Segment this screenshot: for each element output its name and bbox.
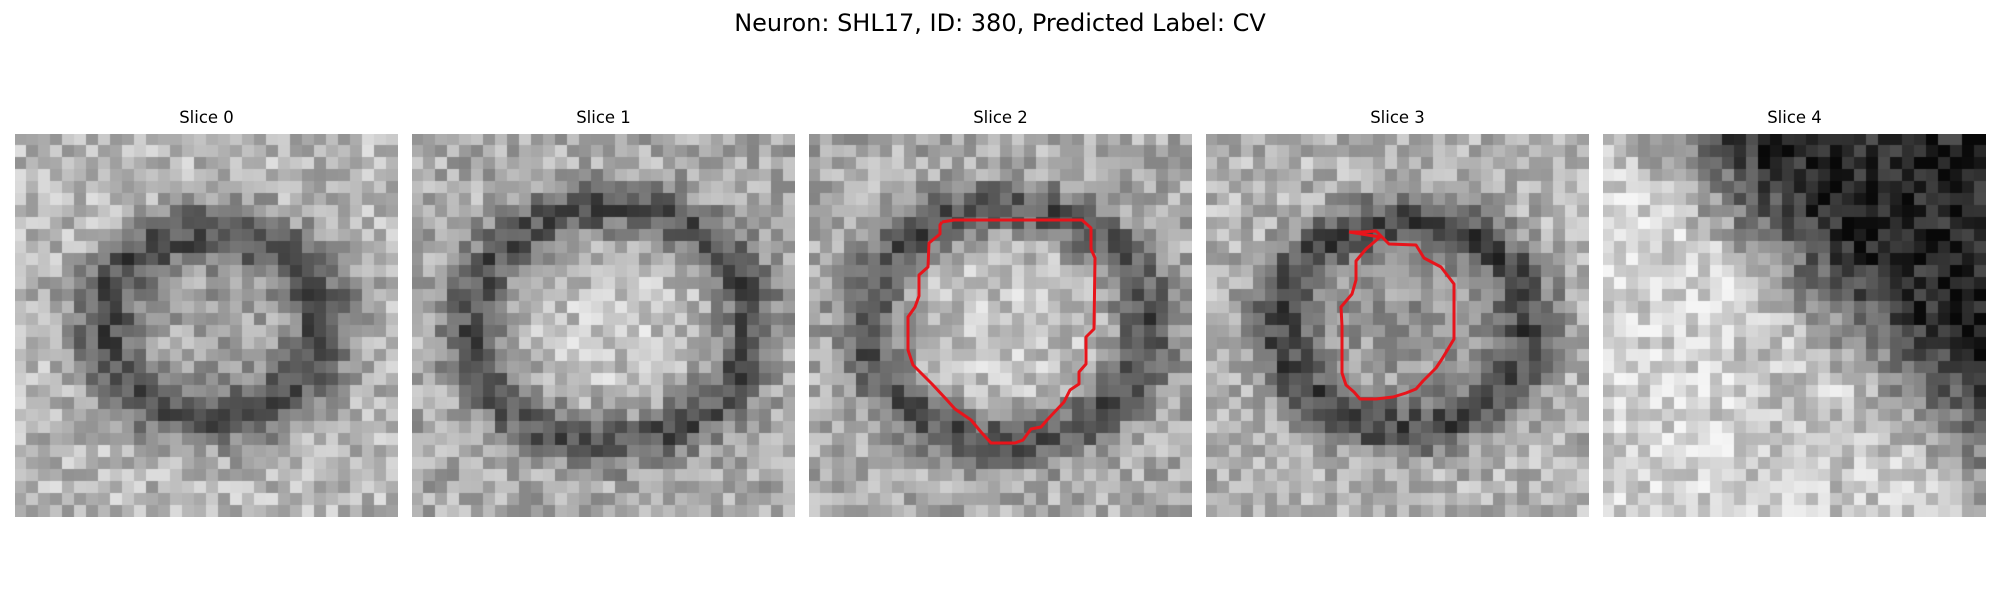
slice-panel-3: Slice 3 <box>1206 106 1589 517</box>
figure-title: Neuron: SHL17, ID: 380, Predicted Label:… <box>734 9 1266 37</box>
slice-title: Slice 4 <box>1767 108 1822 127</box>
slice-title: Slice 0 <box>179 108 234 127</box>
contour-line <box>1339 229 1456 401</box>
slice-title: Slice 2 <box>973 108 1028 127</box>
slice-title: Slice 1 <box>576 108 631 127</box>
slice-image <box>15 134 398 517</box>
slice-panel-2: Slice 2 <box>809 106 1192 517</box>
segmentation-outline <box>906 218 1097 445</box>
slice-image <box>412 134 795 517</box>
slice-panel-4: Slice 4 <box>1603 106 1986 517</box>
slice-image <box>1603 134 1986 517</box>
segmentation-outline <box>1339 229 1456 401</box>
slice-title: Slice 3 <box>1370 108 1425 127</box>
slice-image <box>809 134 1192 517</box>
slice-panel-0: Slice 0 <box>15 106 398 517</box>
slice-image <box>1206 134 1589 517</box>
slice-panel-1: Slice 1 <box>412 106 795 517</box>
contour-line <box>906 218 1097 445</box>
